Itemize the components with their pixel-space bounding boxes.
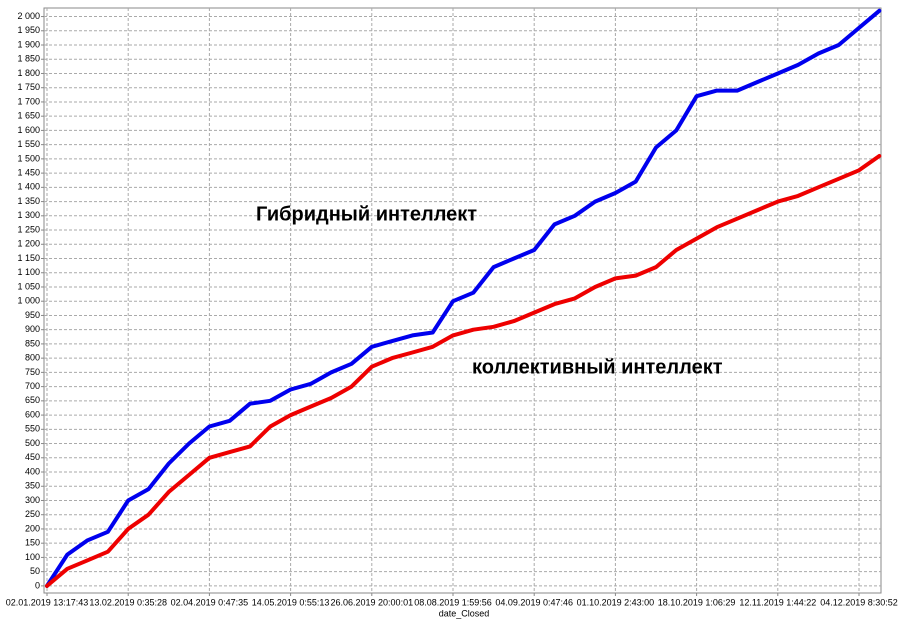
x-tick-label: 12.11.2019 1:44:22 (739, 597, 816, 607)
y-tick-label: 200 (25, 523, 40, 533)
annotation: Гибридный интеллект (256, 203, 477, 225)
x-tick-label: 02.04.2019 0:47:35 (171, 597, 249, 607)
y-tick-label: 400 (25, 466, 40, 476)
x-axis-label: date_Closed (439, 608, 490, 618)
y-tick-label: 1 600 (17, 125, 40, 135)
y-tick-label: 100 (25, 552, 40, 562)
y-tick-label: 1 000 (17, 296, 40, 306)
y-tick-label: 250 (25, 509, 40, 519)
y-tick-label: 1 300 (17, 210, 40, 220)
y-tick-label: 600 (25, 409, 40, 419)
y-tick-label: 900 (25, 324, 40, 334)
y-tick-label: 1 100 (17, 267, 40, 277)
y-tick-label: 1 250 (17, 224, 40, 234)
y-tick-label: 500 (25, 438, 40, 448)
y-tick-label: 1 200 (17, 239, 40, 249)
y-tick-label: 1 700 (17, 96, 40, 106)
y-tick-label: 2 000 (17, 11, 40, 21)
y-tick-label: 1 150 (17, 253, 40, 263)
y-tick-label: 350 (25, 481, 40, 491)
series-line (45, 154, 882, 588)
y-tick-label: 50 (30, 566, 40, 576)
x-tick-label: 04.09.2019 0:47:46 (495, 597, 573, 607)
x-tick-label: 14.05.2019 0:55:13 (252, 597, 330, 607)
y-tick-label: 550 (25, 424, 40, 434)
y-tick-label: 650 (25, 395, 40, 405)
series-line (45, 8, 882, 588)
x-tick-label: 01.10.2019 2:43:00 (577, 597, 655, 607)
y-tick-label: 0 (35, 580, 40, 590)
y-tick-label: 1 800 (17, 68, 40, 78)
y-tick-label: 1 850 (17, 54, 40, 64)
annotation: коллективный интеллект (472, 356, 723, 378)
y-tick-label: 1 950 (17, 25, 40, 35)
y-tick-label: 1 400 (17, 182, 40, 192)
x-tick-label: 04.12.2019 8:30:52 (820, 597, 898, 607)
y-tick-label: 700 (25, 381, 40, 391)
x-tick-label: 08.08.2019 1:59:56 (414, 597, 492, 607)
y-tick-label: 1 350 (17, 196, 40, 206)
x-tick-label: 18.10.2019 1:06:29 (658, 597, 736, 607)
y-tick-label: 300 (25, 495, 40, 505)
y-tick-label: 1 900 (17, 39, 40, 49)
y-tick-label: 750 (25, 367, 40, 377)
x-tick-label: 02.01.2019 13:17:43 (6, 597, 89, 607)
y-tick-label: 950 (25, 310, 40, 320)
x-tick-label: 26.06.2019 20:00:01 (331, 597, 414, 607)
y-tick-label: 1 500 (17, 153, 40, 163)
y-tick-label: 1 450 (17, 167, 40, 177)
x-tick-label: 13.02.2019 0:35:28 (89, 597, 167, 607)
y-tick-label: 850 (25, 338, 40, 348)
y-tick-label: 800 (25, 353, 40, 363)
y-tick-label: 1 550 (17, 139, 40, 149)
y-tick-label: 1 050 (17, 281, 40, 291)
layer: 0 50 100 150 200 250 300 350 400 450 500 550 600 650 7… (6, 8, 898, 607)
y-tick-label: 1 650 (17, 111, 40, 121)
y-tick-label: 1 750 (17, 82, 40, 92)
y-tick-label: 150 (25, 538, 40, 548)
y-tick-label: 450 (25, 452, 40, 462)
plot-area (43, 7, 882, 594)
